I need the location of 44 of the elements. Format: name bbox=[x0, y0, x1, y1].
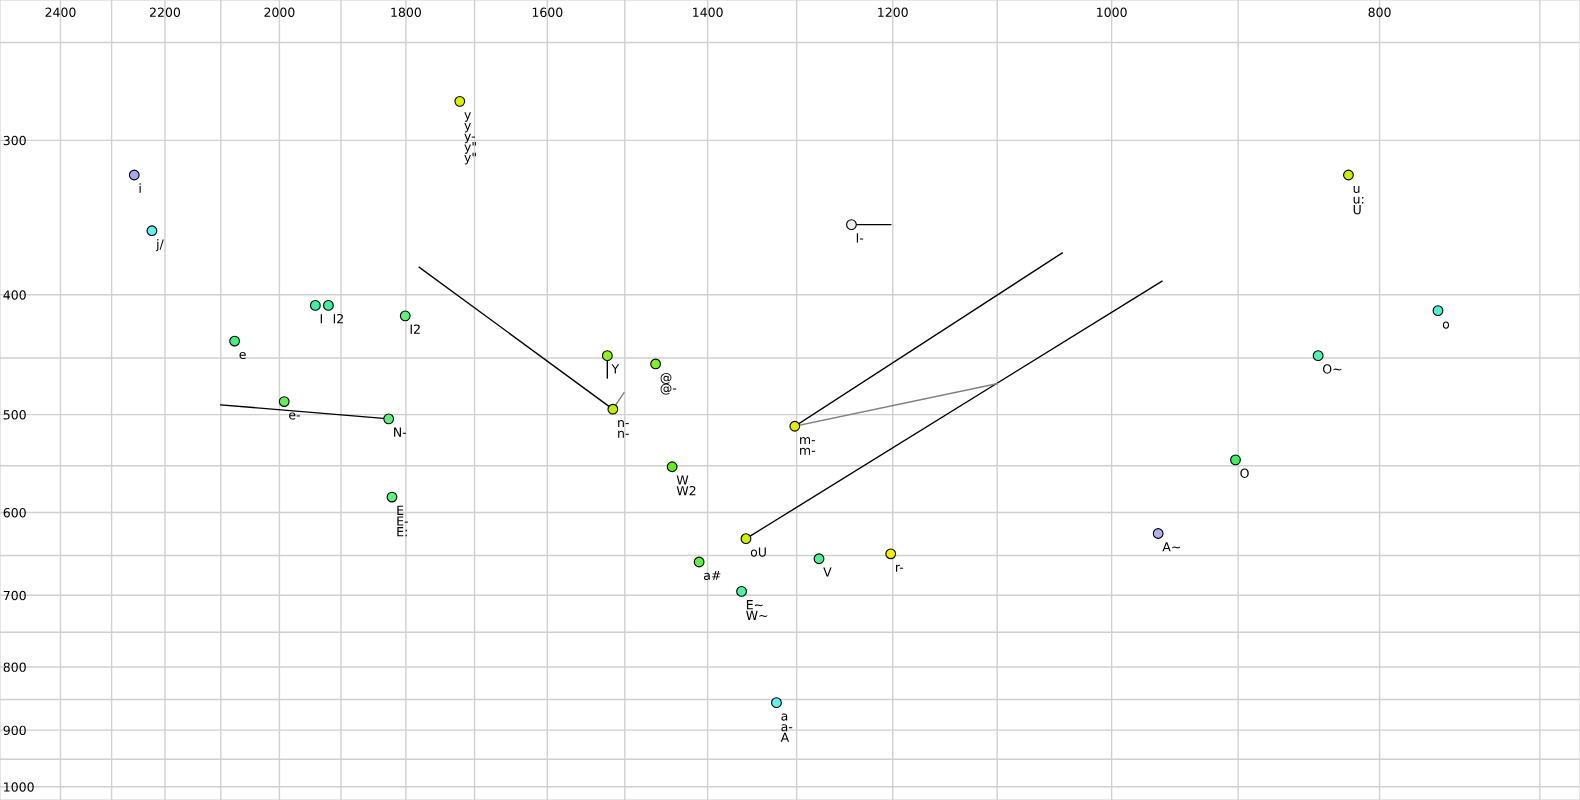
annotation: r- bbox=[896, 564, 904, 572]
annotation: I2 bbox=[410, 324, 420, 334]
y-tick-label: 300 bbox=[3, 135, 26, 146]
y-tick-label: 800 bbox=[3, 662, 26, 672]
annotation: I bbox=[320, 314, 322, 324]
x-tick-label: 1000 bbox=[1097, 7, 1127, 18]
annotation: E~ W~ bbox=[746, 600, 768, 620]
annotation: @ @- bbox=[660, 372, 677, 395]
annotation: e bbox=[239, 351, 246, 360]
y-tick-label: 600 bbox=[3, 507, 26, 518]
y-tick-label: 500 bbox=[3, 410, 26, 420]
x-tick-label: 800 bbox=[1368, 7, 1391, 18]
x-tick-label: 1200 bbox=[878, 7, 908, 18]
annotation: m- m- bbox=[800, 437, 816, 455]
annotation: E E- E: bbox=[397, 505, 408, 537]
annotation: j/ bbox=[155, 239, 164, 252]
x-tick-label: 2400 bbox=[45, 7, 76, 18]
annotation: oU bbox=[750, 547, 766, 557]
y-tick-label: 900 bbox=[3, 725, 26, 736]
annotation: V bbox=[823, 567, 832, 577]
x-tick-label: 2000 bbox=[264, 7, 295, 18]
annotation: N- bbox=[394, 427, 407, 437]
annotation: I2 bbox=[333, 313, 343, 324]
y-tick-label: 1000 bbox=[4, 782, 34, 792]
annotation: a# bbox=[704, 570, 721, 581]
annotation: O bbox=[1240, 468, 1249, 478]
x-tick-label: 2200 bbox=[149, 7, 181, 18]
annotation: A~ bbox=[1162, 542, 1181, 552]
annotation: a a- A bbox=[780, 713, 793, 742]
annotation: Y bbox=[611, 364, 620, 374]
y-tick-label: 400 bbox=[3, 290, 26, 300]
annotation: I- bbox=[856, 233, 864, 243]
annotation: O~ bbox=[1322, 364, 1342, 374]
x-tick-label: 1800 bbox=[391, 7, 421, 18]
x-tick-label: 1600 bbox=[532, 7, 563, 18]
annotation: e- bbox=[289, 412, 300, 420]
annotation: o bbox=[1442, 321, 1450, 329]
annotation: W W2 bbox=[676, 475, 696, 496]
annotation: u u: U bbox=[1353, 185, 1364, 215]
annotation: i bbox=[139, 183, 141, 193]
y-tick-label: 700 bbox=[3, 590, 26, 601]
annotation: n- n- bbox=[618, 420, 629, 438]
annotation: y y y- y" y" bbox=[464, 112, 476, 165]
x-tick-label: 1400 bbox=[693, 7, 723, 18]
